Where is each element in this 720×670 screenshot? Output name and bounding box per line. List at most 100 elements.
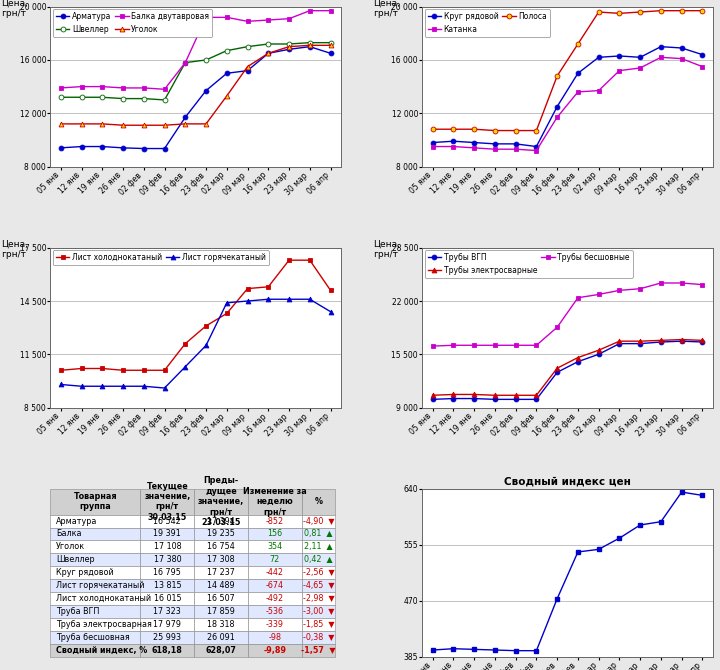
Круг рядовой (449, 137, 458, 145)
Лист холоднокатаный (181, 340, 189, 348)
Уголок (305, 42, 314, 50)
Text: 17 380: 17 380 (153, 555, 181, 564)
Text: Товарная
группа: Товарная группа (73, 492, 117, 511)
Уголок (119, 121, 127, 129)
Полоса (532, 127, 541, 135)
Швеллер (119, 94, 127, 103)
Лист холоднокатаный (56, 366, 65, 375)
Y-axis label: Цена,
грн/т: Цена, грн/т (1, 240, 28, 259)
Лист холоднокатаный (326, 286, 335, 294)
Text: -442: -442 (266, 568, 284, 577)
Лист холоднокатаный (77, 364, 86, 373)
Bar (50, 553, 140, 566)
Text: Лист горячекатаный: Лист горячекатаный (56, 581, 145, 590)
Text: 628,07: 628,07 (206, 646, 237, 655)
Уголок (181, 120, 189, 128)
Круг рядовой (574, 69, 582, 77)
Трубы бесшовные (615, 286, 624, 294)
Лист горячекатаный (326, 308, 335, 316)
Text: 25 993: 25 993 (153, 632, 181, 642)
Bar (194, 489, 248, 515)
Line: Лист холоднокатаный: Лист холоднокатаный (58, 258, 333, 373)
Text: -536: -536 (266, 607, 284, 616)
Bar (302, 618, 335, 630)
Лист горячекатаный (305, 295, 314, 304)
Text: -2,98  ▼: -2,98 ▼ (302, 594, 334, 603)
Text: 17 979: 17 979 (153, 620, 181, 629)
Трубы электросварные (428, 391, 437, 399)
Text: Круг рядовой: Круг рядовой (56, 568, 114, 577)
Трубы электросварные (532, 391, 541, 399)
Катанка (698, 62, 707, 70)
Трубы бесшовные (511, 341, 520, 349)
Швеллер (140, 94, 148, 103)
Полоса (594, 8, 603, 16)
Text: Уголок: Уголок (56, 543, 86, 551)
Трубы ВГП (511, 395, 520, 403)
Text: 19 235: 19 235 (207, 529, 235, 539)
Лист холоднокатаный (119, 366, 127, 375)
Bar (140, 644, 194, 657)
Уголок (202, 120, 210, 128)
Bar (140, 592, 194, 605)
Катанка (490, 145, 499, 153)
Круг рядовой (470, 139, 479, 147)
Балка двутавровая (140, 84, 148, 92)
Арматура (264, 50, 273, 58)
Трубы ВГП (428, 395, 437, 403)
Арматура (243, 66, 252, 74)
Полоса (698, 7, 707, 15)
Text: -674: -674 (266, 581, 284, 590)
Круг рядовой (698, 51, 707, 59)
Балка двутавровая (181, 58, 189, 66)
Балка двутавровая (284, 15, 293, 23)
Bar (194, 541, 248, 553)
Трубы бесшовные (594, 290, 603, 298)
Балка двутавровая (56, 84, 65, 92)
Круг рядовой (490, 140, 499, 148)
Трубы ВГП (698, 338, 707, 346)
Уголок (161, 121, 169, 129)
Трубы ВГП (657, 338, 665, 346)
Трубы электросварные (470, 391, 479, 399)
Bar (248, 553, 302, 566)
Балка двутавровая (98, 82, 107, 90)
Полоса (636, 8, 644, 16)
Трубы ВГП (678, 337, 686, 345)
Лист холоднокатаный (222, 310, 231, 318)
Text: Лист холоднокатаный: Лист холоднокатаный (56, 594, 151, 603)
Bar (140, 489, 194, 515)
Bar (302, 553, 335, 566)
Катанка (636, 64, 644, 72)
Балка двутавровая (202, 13, 210, 21)
Лист холоднокатаный (305, 256, 314, 264)
Text: 18 318: 18 318 (207, 620, 235, 629)
Text: Арматура: Арматура (56, 517, 98, 525)
Катанка (657, 54, 665, 62)
Line: Трубы ВГП: Трубы ВГП (431, 339, 705, 402)
Text: 16 795: 16 795 (153, 568, 181, 577)
Полоса (615, 9, 624, 17)
Катанка (511, 145, 520, 153)
Круг рядовой (532, 143, 541, 151)
Bar (140, 630, 194, 644)
Трубы электросварные (490, 391, 499, 399)
Катанка (574, 88, 582, 96)
Text: -2,56  ▼: -2,56 ▼ (302, 568, 334, 577)
Bar (140, 515, 194, 527)
Трубы ВГП (490, 395, 499, 403)
Лист горячекатаный (140, 382, 148, 390)
Трубы ВГП (449, 395, 458, 403)
Катанка (594, 86, 603, 94)
Арматура (119, 144, 127, 152)
Швеллер (98, 93, 107, 101)
Bar (194, 630, 248, 644)
Text: 16 754: 16 754 (207, 543, 235, 551)
Text: Труба электросварная: Труба электросварная (56, 620, 152, 629)
Text: -492: -492 (266, 594, 284, 603)
Трубы бесшовные (657, 279, 665, 287)
Text: Балка: Балка (56, 529, 81, 539)
Text: 0,42  ▲: 0,42 ▲ (304, 555, 333, 564)
Уголок (140, 121, 148, 129)
Text: -3,00  ▼: -3,00 ▼ (302, 607, 334, 616)
